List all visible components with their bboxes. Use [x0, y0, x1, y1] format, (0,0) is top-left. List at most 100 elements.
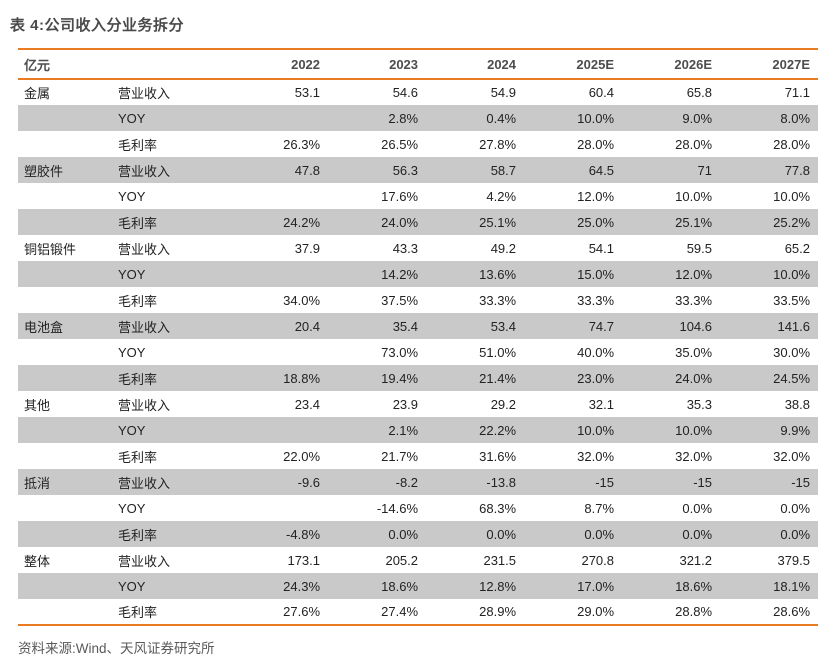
value-cell — [230, 495, 328, 521]
table-row: 塑胶件 营业收入 47.8 56.3 58.7 64.5 71 77.8 — [18, 157, 819, 183]
value-cell — [230, 183, 328, 209]
table-row: YOY 2.1% 22.2% 10.0% 10.0% 9.9% — [18, 417, 819, 443]
value-cell: 18.6% — [381, 578, 419, 594]
value-cell: -13.8 — [486, 474, 517, 490]
business-category-cell — [18, 573, 118, 599]
value-cell: 10.0% — [675, 188, 713, 204]
table-header: 亿元 2022 2023 2024 2025E 2026E 2027E — [18, 49, 819, 80]
value-cell: 10.0% — [773, 188, 811, 204]
value-cell: 34.0% — [283, 292, 321, 308]
business-category-cell — [18, 495, 118, 521]
value-cell — [230, 417, 328, 443]
value-cell: 29.0% — [577, 604, 615, 619]
value-cell: 32.0% — [773, 448, 811, 464]
value-cell: 18.8% — [283, 370, 321, 386]
value-cell: 35.4 — [392, 318, 419, 334]
value-cell: 10.0% — [577, 110, 615, 126]
value-cell: 77.8 — [784, 162, 811, 178]
value-cell: 33.5% — [773, 292, 811, 308]
table-row: 毛利率 27.6% 27.4% 28.9% 29.0% 28.8% 28.6% — [18, 599, 818, 625]
value-cell: -4.8% — [286, 526, 321, 542]
table-title: 表 4:公司收入分业务拆分 — [10, 17, 185, 34]
value-cell: 10.0% — [773, 266, 811, 282]
value-cell: 24.0% — [675, 370, 713, 386]
value-cell: 40.0% — [577, 344, 615, 360]
value-cell: 28.6% — [773, 604, 811, 619]
metric-label-cell: YOY — [118, 110, 146, 126]
value-cell: 17.6% — [381, 188, 419, 204]
table-row: YOY 14.2% 13.6% 15.0% 12.0% 10.0% — [18, 261, 819, 287]
value-cell: 0.0% — [682, 526, 713, 542]
business-category-cell: 铜铝锻件 — [24, 241, 77, 257]
value-cell — [230, 261, 328, 287]
value-cell: 21.4% — [479, 370, 517, 386]
value-cell: 54.1 — [588, 240, 615, 256]
value-cell: 24.3% — [283, 578, 321, 594]
value-cell — [230, 339, 328, 365]
metric-label-cell: 营业收入 — [118, 241, 171, 257]
value-cell: 2.8% — [388, 110, 419, 126]
table-row: 铜铝锻件 营业收入 37.9 43.3 49.2 54.1 59.5 65.2 — [18, 235, 818, 261]
metric-label-cell: YOY — [118, 500, 146, 516]
metric-label-cell: 毛利率 — [118, 137, 158, 153]
business-category-cell — [18, 365, 118, 391]
value-cell: 12.0% — [675, 266, 713, 282]
value-cell: 8.7% — [584, 500, 615, 516]
value-cell: 0.0% — [682, 500, 713, 516]
value-cell: 27.6% — [283, 604, 321, 619]
business-category-cell — [18, 339, 118, 365]
business-category-cell: 金属 — [24, 86, 51, 101]
table-row: 金属 营业收入 53.1 54.6 54.9 60.4 65.8 71.1 — [18, 79, 818, 105]
value-cell: 65.2 — [784, 240, 811, 256]
value-cell: 47.8 — [294, 162, 321, 178]
business-category-cell — [18, 131, 118, 157]
value-cell: 321.2 — [679, 552, 713, 568]
value-cell: 35.0% — [675, 344, 713, 360]
metric-label-cell: YOY — [118, 344, 146, 360]
unit-label: 亿元 — [18, 49, 231, 80]
table-row: 毛利率 26.3% 26.5% 27.8% 28.0% 28.0% 28.0% — [18, 131, 818, 157]
value-cell: 33.3% — [577, 292, 615, 308]
value-cell: 30.0% — [773, 344, 811, 360]
value-cell: 31.6% — [479, 448, 517, 464]
value-cell: 32.0% — [577, 448, 615, 464]
year-column-header: 2024 — [426, 49, 525, 80]
value-cell: -8.2 — [395, 474, 419, 490]
header-row: 亿元 2022 2023 2024 2025E 2026E 2027E — [18, 49, 819, 80]
value-cell: 38.8 — [784, 396, 811, 412]
value-cell: 59.5 — [686, 240, 713, 256]
value-cell: 173.1 — [287, 552, 321, 568]
value-cell: 141.6 — [777, 318, 811, 334]
value-cell: 71 — [697, 162, 713, 178]
value-cell — [230, 105, 328, 131]
value-cell: 0.0% — [486, 526, 517, 542]
table-row: YOY 24.3% 18.6% 12.8% 17.0% 18.6% 18.1% — [18, 573, 819, 599]
value-cell: 24.5% — [773, 370, 811, 386]
business-category-cell — [18, 417, 118, 443]
value-cell: 60.4 — [588, 85, 615, 100]
table-row: 电池盒 营业收入 20.4 35.4 53.4 74.7 104.6 141.6 — [18, 313, 819, 339]
value-cell: 49.2 — [490, 240, 517, 256]
value-cell: 28.9% — [479, 604, 517, 619]
value-cell: 13.6% — [479, 266, 517, 282]
source-note: 资料来源:Wind、天风证券研究所 — [18, 641, 215, 656]
value-cell: -9.6 — [297, 474, 321, 490]
value-cell: 27.4% — [381, 604, 419, 619]
value-cell: 20.4 — [294, 318, 321, 334]
metric-label-cell: 毛利率 — [118, 215, 158, 231]
value-cell: 28.0% — [577, 136, 615, 152]
value-cell: 25.0% — [577, 214, 615, 230]
value-cell: 17.0% — [577, 578, 615, 594]
value-cell: 19.4% — [381, 370, 419, 386]
value-cell: 32.1 — [588, 396, 615, 412]
value-cell: 33.3% — [479, 292, 517, 308]
value-cell: -15 — [791, 474, 811, 490]
value-cell: 270.8 — [581, 552, 615, 568]
business-category-cell — [18, 261, 118, 287]
value-cell: 12.8% — [479, 578, 517, 594]
table-row: 毛利率 24.2% 24.0% 25.1% 25.0% 25.1% 25.2% — [18, 209, 819, 235]
value-cell: 0.0% — [780, 526, 811, 542]
value-cell: 15.0% — [577, 266, 615, 282]
value-cell: 18.1% — [773, 578, 811, 594]
value-cell: 23.0% — [577, 370, 615, 386]
